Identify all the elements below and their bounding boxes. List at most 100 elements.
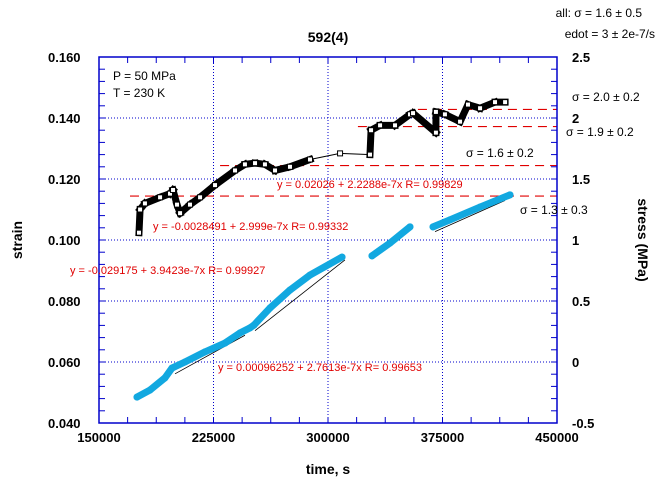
stress-point	[170, 186, 177, 193]
stress-point	[174, 201, 181, 208]
stress-point	[477, 105, 484, 112]
stress-segment	[309, 152, 341, 161]
x-tick-label: 450000	[535, 430, 578, 445]
strain-point	[506, 191, 514, 199]
x-tick-label: 150000	[77, 430, 120, 445]
x-axis-label: time, s	[306, 461, 351, 477]
strain-point	[161, 374, 169, 382]
stress-point	[157, 194, 164, 201]
stress-point	[241, 161, 248, 168]
y-right-tick-label: 2	[572, 111, 579, 126]
stress-point	[306, 156, 313, 163]
level-label-1.9: σ = 1.9 ± 0.2	[566, 125, 634, 139]
summary-sigma: all: σ = 1.6 ± 0.5	[556, 6, 643, 20]
stress-point	[392, 122, 399, 129]
fit-label-3: y = -0.0028491 + 2.999e-7x R= 0.99332	[153, 221, 348, 233]
stress-point	[232, 167, 239, 174]
y-right-tick-label: -0.5	[572, 416, 594, 431]
stress-segment	[339, 152, 371, 156]
stress-point	[197, 194, 204, 201]
strain-point	[476, 203, 484, 211]
stress-point	[286, 163, 293, 170]
strain-segment	[429, 191, 514, 231]
stress-point	[137, 206, 144, 213]
y-left-tick-label: 0.040	[48, 416, 81, 431]
stress-point	[432, 129, 439, 136]
y-axis-right-label: stress (MPa)	[635, 198, 651, 281]
axes	[98, 56, 558, 424]
stress-point	[457, 118, 464, 125]
strain-series	[133, 191, 514, 401]
strain-point	[168, 364, 176, 372]
stress-point	[432, 108, 439, 115]
y-left-tick-label: 0.060	[48, 355, 81, 370]
strain-point	[236, 329, 244, 337]
stress-point	[166, 190, 173, 197]
stress-segment	[285, 154, 315, 172]
stress-point	[410, 110, 417, 117]
strain-point	[266, 304, 274, 312]
y-left-tick-label: 0.140	[48, 111, 81, 126]
strain-point	[286, 286, 294, 294]
stress-point	[261, 161, 268, 168]
temperature-label: T = 230 K	[113, 86, 165, 100]
stress-point	[212, 182, 219, 189]
y-left-tick-label: 0.160	[48, 50, 81, 65]
y-axis-left-label: strain	[9, 221, 25, 259]
x-tick-label: 375000	[421, 430, 464, 445]
strain-point	[338, 253, 346, 261]
pressure-label: P = 50 MPa	[113, 69, 176, 83]
stress-point	[492, 99, 499, 106]
stress-series	[135, 97, 509, 237]
fit-line	[434, 200, 506, 232]
stress-point	[272, 167, 279, 174]
stress-point	[368, 127, 375, 134]
stress-segment	[408, 108, 441, 138]
stress-point	[366, 151, 373, 158]
strain-point	[221, 339, 229, 347]
strain-point	[386, 239, 394, 247]
stress-point	[252, 160, 259, 167]
stress-point	[464, 101, 471, 108]
strain-point	[250, 321, 258, 329]
stress-segment	[210, 165, 240, 190]
tick-labels: 150000 225000 300000 375000 450000 0.040 -0.5 0…	[48, 50, 594, 445]
stress-point	[135, 229, 142, 236]
strain-point	[133, 393, 141, 401]
x-tick-label: 225000	[192, 430, 235, 445]
fit-label-2: y = -0.029175 + 3.9423e-7x R= 0.99927	[70, 265, 265, 277]
y-left-tick-label: 0.100	[48, 233, 81, 248]
fit-label-4: y = 0.02026 + 2.2288e-7x R= 0.99829	[277, 179, 463, 191]
stress-point	[377, 122, 384, 129]
strain-point	[181, 358, 189, 366]
strain-point	[406, 223, 414, 231]
y-right-tick-label: 2.5	[572, 50, 590, 65]
stress-point	[177, 210, 184, 217]
summary-edot: edot = 3 ± 2e-7/s	[565, 27, 655, 41]
strain-point	[429, 223, 437, 231]
y-left-tick-label: 0.120	[48, 172, 81, 187]
level-label-1.3: σ = 1.3 ± 0.3	[520, 203, 588, 217]
strain-point	[306, 271, 314, 279]
y-left-tick-label: 0.080	[48, 294, 81, 309]
strain-point	[368, 252, 376, 260]
stress-point	[441, 111, 448, 118]
stress-point	[337, 150, 344, 157]
y-right-tick-label: 1	[572, 233, 579, 248]
stress-point	[186, 201, 193, 208]
strain-point	[146, 386, 154, 394]
level-label-2.0: σ = 2.0 ± 0.2	[572, 90, 640, 104]
fit-label-1: y = 0.00096252 + 2.7613e-7x R= 0.99653	[218, 362, 422, 374]
chart-title: 592(4)	[308, 29, 348, 45]
stress-point	[502, 99, 509, 106]
fit-line	[254, 259, 346, 332]
x-tick-label: 300000	[306, 430, 349, 445]
y-right-tick-label: 1.5	[572, 172, 590, 187]
level-label-1.6: σ = 1.6 ± 0.2	[466, 146, 534, 160]
y-right-tick-label: 0	[572, 355, 579, 370]
stress-point	[141, 200, 148, 207]
strain-point	[446, 216, 454, 224]
y-right-tick-label: 0.5	[572, 294, 590, 309]
